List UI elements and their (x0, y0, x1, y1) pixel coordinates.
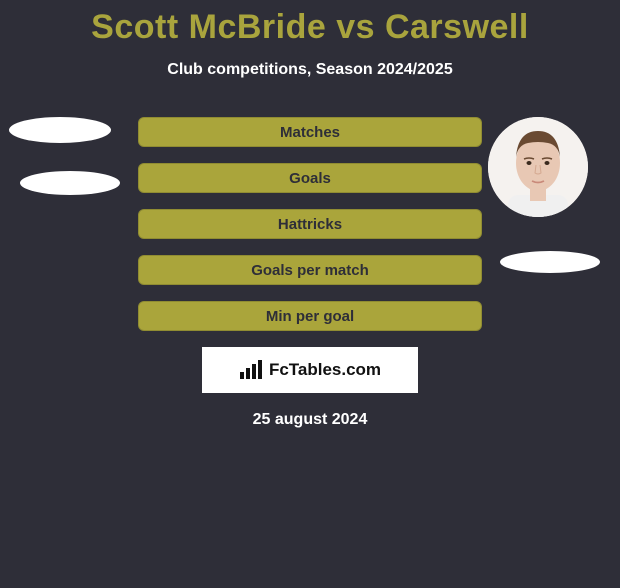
avatar-face-icon (488, 117, 588, 217)
stat-bar-goals: Goals (138, 163, 482, 193)
snapshot-date: 25 august 2024 (0, 411, 620, 429)
source-logo-box: FcTables.com (202, 347, 418, 393)
comparison-title: Scott McBride vs Carswell (0, 8, 620, 47)
stat-bar-hattricks: Hattricks (138, 209, 482, 239)
stat-bar-min-per-goal: Min per goal (138, 301, 482, 331)
source-logo-text: FcTables.com (269, 360, 381, 380)
stat-bar-goals-per-match: Goals per match (138, 255, 482, 285)
comparison-subtitle: Club competitions, Season 2024/2025 (0, 61, 620, 79)
stat-bars: Matches Goals Hattricks Goals per match … (138, 117, 482, 331)
player-left-ellipse-2 (20, 171, 120, 195)
player-left-ellipse-1 (9, 117, 111, 143)
bars-icon (239, 360, 265, 380)
comparison-body: Matches Goals Hattricks Goals per match … (0, 117, 620, 429)
player-right-ellipse (500, 251, 600, 273)
stat-bar-matches: Matches (138, 117, 482, 147)
player-right-avatar (488, 117, 588, 217)
